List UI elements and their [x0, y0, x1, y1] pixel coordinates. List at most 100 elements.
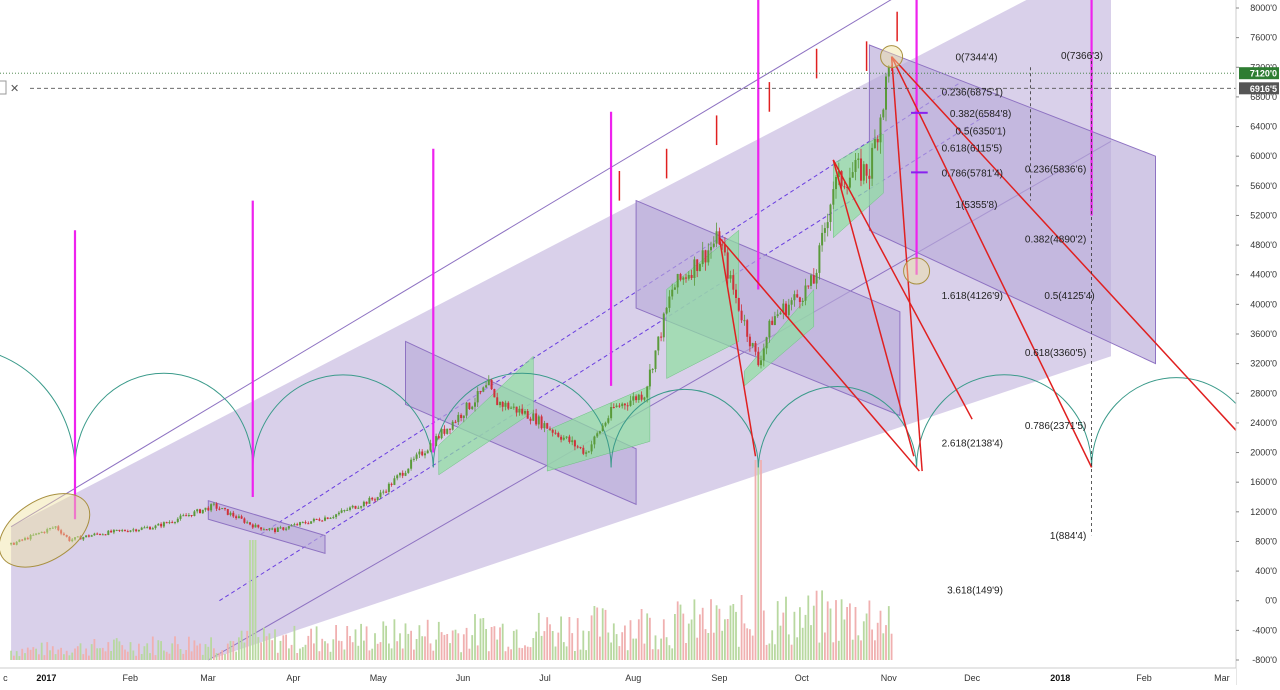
candle-body	[576, 446, 579, 448]
fib-label: 0.236(5836'6)	[1025, 164, 1086, 175]
volume-bar	[512, 630, 515, 660]
volume-bar	[887, 606, 890, 660]
volume-bar	[213, 648, 215, 660]
volume-bar	[651, 649, 654, 660]
volume-bar	[851, 639, 854, 660]
volume-bar	[268, 633, 271, 660]
volume-bar	[701, 607, 704, 660]
candle-body	[579, 447, 582, 449]
volume-bar	[232, 641, 235, 660]
candle-body	[690, 275, 693, 278]
volume-bar	[296, 653, 299, 660]
highlight-ellipse	[0, 493, 91, 568]
volume-bar	[721, 630, 724, 660]
candle-body	[571, 440, 574, 443]
time-tick-label: May	[370, 673, 388, 683]
volume-bar	[151, 636, 154, 660]
time-tick-label: Jul	[539, 673, 551, 683]
volume-bar	[129, 642, 132, 660]
candle-body	[776, 314, 779, 317]
volume-bar	[10, 650, 12, 660]
candle-body	[262, 529, 265, 531]
candle-body	[46, 529, 49, 533]
candle-body	[440, 428, 443, 439]
price-tick-label: 6400'0	[1250, 122, 1277, 132]
fan-line	[891, 56, 1237, 431]
volume-bar	[757, 460, 760, 660]
volume-bar	[160, 641, 162, 660]
volume-bar	[318, 651, 321, 660]
fib-label: 0.618(6115'5)	[942, 144, 1003, 155]
fib-label: 1(5355'8)	[956, 200, 998, 211]
fan-line	[890, 56, 923, 472]
candle-body	[18, 539, 21, 542]
candle-body	[501, 402, 504, 407]
candle-body	[657, 336, 660, 351]
candle-body	[660, 336, 663, 338]
volume-bar	[40, 642, 43, 660]
volume-bar	[374, 633, 376, 660]
candle-body	[365, 501, 368, 504]
volume-bar	[679, 604, 682, 660]
volume-bar	[121, 645, 124, 660]
candle-body	[540, 416, 543, 429]
volume-bar	[265, 636, 268, 660]
candle-body	[746, 320, 749, 337]
volume-bar	[515, 629, 518, 660]
candle-body	[560, 436, 563, 440]
volume-bar	[354, 629, 357, 660]
cycle-arc	[916, 374, 1093, 468]
volume-bar	[149, 653, 151, 660]
candle-body	[101, 534, 104, 536]
volume-bar	[649, 617, 651, 660]
volume-bar	[537, 612, 540, 660]
candle-body	[810, 275, 812, 286]
time-tick-label: Mar	[200, 673, 216, 683]
candle-body	[174, 522, 176, 524]
candle-body	[482, 387, 485, 392]
fan-line	[718, 237, 757, 457]
volume-bar	[24, 653, 26, 660]
candle-body	[149, 527, 151, 530]
volume-bar	[582, 630, 585, 660]
candle-body	[418, 451, 421, 455]
volume-bar	[21, 648, 24, 660]
candle-body	[424, 453, 426, 456]
volume-bar	[771, 630, 774, 660]
candle-body	[54, 526, 57, 528]
candle-body	[37, 533, 40, 534]
volume-bar	[324, 641, 326, 660]
candle-body	[76, 536, 79, 538]
volume-bar	[535, 631, 537, 660]
volume-bar	[63, 654, 65, 660]
candle-body	[751, 343, 754, 347]
volume-bar	[743, 623, 746, 660]
candle-body	[187, 515, 190, 516]
candle-body	[104, 534, 107, 536]
volume-bar	[804, 614, 807, 660]
volume-bar	[493, 626, 496, 660]
candle-body	[360, 506, 363, 508]
volume-bar	[124, 649, 126, 660]
volume-bar	[385, 625, 387, 660]
fib-label: 0.382(4890'2)	[1025, 234, 1086, 245]
volume-bar	[390, 648, 393, 660]
candle-body	[879, 117, 882, 143]
volume-bar	[557, 632, 560, 660]
candle-body	[221, 508, 224, 510]
volume-bar	[718, 608, 721, 660]
time-tick-label: 2018	[1050, 673, 1070, 683]
close-icon[interactable]: ✕	[10, 83, 19, 95]
volume-bar	[424, 636, 426, 660]
volume-bar	[399, 633, 401, 660]
candle-body	[185, 515, 188, 517]
volume-bar	[140, 654, 143, 660]
volume-bar	[132, 650, 135, 660]
volume-bar	[329, 651, 332, 660]
candle-body	[721, 244, 724, 246]
candle-body	[737, 297, 740, 311]
candle-body	[15, 541, 18, 545]
fib-label: 2.618(2138'4)	[942, 438, 1003, 449]
volume-bar	[790, 644, 793, 660]
